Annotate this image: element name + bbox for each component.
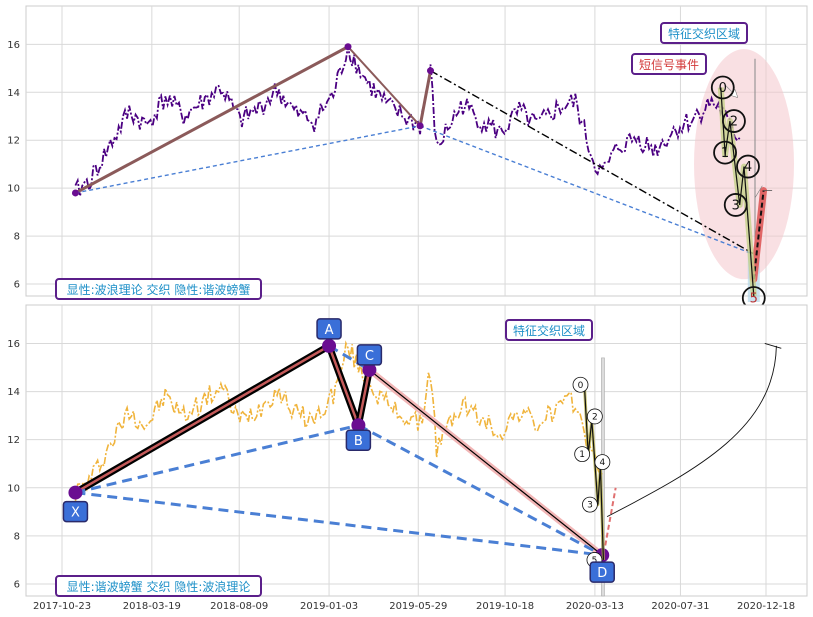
harmonic-label-d: D — [597, 566, 607, 581]
xabcd-leg-xa-inner — [74, 344, 331, 494]
y-tick-label: 6 — [14, 280, 20, 291]
x-tick-label: 2017-10-23 — [33, 601, 91, 612]
feature-region-label-box — [660, 22, 748, 44]
y-tick-label: 6 — [14, 579, 20, 590]
wave-count-marker — [723, 193, 748, 217]
signal-line — [604, 487, 617, 546]
projection-arc — [606, 345, 777, 518]
wave-count-label: 0 — [719, 81, 727, 96]
projection-xd — [75, 491, 603, 557]
plot-area — [25, 5, 808, 297]
wave-count-marker — [722, 109, 746, 133]
wave-count-label: 3 — [587, 501, 593, 511]
y-tick-label: 14 — [7, 387, 20, 398]
wave-count-marker — [572, 376, 589, 393]
pivot-point — [322, 338, 337, 353]
y-tick-label: 16 — [7, 339, 20, 350]
wave-count-label: 3 — [732, 198, 740, 213]
pivot-point — [344, 43, 352, 51]
pivot-point — [362, 362, 377, 377]
y-tick-label: 8 — [14, 531, 20, 542]
feature-region-label: 特征交织区域 — [668, 26, 740, 41]
signal-line-dash — [752, 190, 765, 280]
legend-label-box — [55, 278, 262, 300]
x-tick-label: 2020-03-13 — [566, 601, 624, 612]
x-tick-label: 2018-08-09 — [210, 601, 268, 612]
harmonic-label-box — [589, 561, 615, 583]
y-tick-label: 10 — [7, 184, 20, 195]
y-tick-label: 10 — [7, 483, 20, 494]
y-tick-label: 16 — [7, 40, 20, 51]
wave-count-label: 5 — [750, 292, 758, 307]
wave-count-label: 2 — [730, 115, 738, 130]
wave-count-marker — [594, 454, 611, 471]
wave-count-label: 2 — [592, 412, 598, 422]
projection-bd — [357, 423, 603, 557]
x-tick-label: 2019-05-29 — [389, 601, 447, 612]
wave-count-marker — [586, 408, 603, 425]
harmonic-label-box — [62, 500, 89, 523]
price-series-line — [74, 45, 741, 197]
harmonic-label-box — [345, 429, 372, 451]
xabcd-leg-cd — [369, 369, 603, 556]
pivot-point — [68, 485, 83, 500]
feature-region-label-box — [505, 319, 593, 341]
legend-label: 显性:谐波螃蟹 交织 隐性:波浪理论 — [67, 579, 251, 594]
wave-count-label: 4 — [600, 458, 606, 468]
wave-count-marker — [736, 154, 760, 179]
pivot-point — [427, 67, 434, 75]
y-tick-label: 8 — [14, 232, 20, 243]
projection-xb — [75, 125, 421, 194]
harmonic-label-c: C — [365, 349, 374, 364]
projection-arc-cap — [764, 343, 782, 349]
y-tick-label: 14 — [7, 88, 20, 99]
wave-count-label: 1 — [721, 146, 729, 161]
projection-xb — [75, 423, 359, 495]
wave-count-label: 4 — [744, 160, 752, 175]
arrow-annotation — [724, 84, 737, 97]
legend-label-box — [55, 575, 262, 597]
feature-region-label: 特征交织区域 — [513, 323, 585, 338]
xabcd-leg-bc-inner — [357, 368, 371, 427]
legend-label: 显性:波浪理论 交织 隐性:谐波螃蟹 — [67, 282, 251, 297]
short-signal-label: 短信号事件 — [639, 58, 699, 72]
y-tick-label: 12 — [7, 136, 20, 147]
harmonic-label-b: B — [354, 434, 363, 449]
wave-leg-xa — [74, 45, 349, 195]
wave-count-label: 5 — [592, 556, 598, 566]
projection-ac — [328, 344, 371, 372]
projection-cd — [430, 70, 757, 256]
wave-leg-ab — [347, 46, 421, 127]
harmonic-label-box — [316, 318, 342, 340]
short-signal-label-box — [631, 53, 707, 75]
wave-leg-bc — [418, 70, 432, 127]
x-tick-label: 2020-07-31 — [651, 601, 709, 612]
wave-count-label: 0 — [578, 381, 584, 391]
wave-count-label: 1 — [579, 450, 585, 460]
xabcd-leg-ab-inner — [327, 344, 360, 427]
y-tick-label: 12 — [7, 435, 20, 446]
wave-count-marker — [710, 75, 735, 100]
harmonic-label-x: X — [71, 506, 80, 521]
pivot-point — [71, 189, 79, 197]
x-tick-label: 2019-10-18 — [476, 601, 534, 612]
wave-count-marker — [582, 496, 598, 513]
harmonic-label-a: A — [325, 323, 334, 338]
harmonic-label-box — [356, 344, 383, 366]
plot-area — [25, 304, 808, 597]
signal-thin — [754, 185, 763, 198]
pivot-point — [351, 418, 366, 433]
wave-count-marker — [713, 140, 737, 165]
wave-count-marker — [574, 446, 591, 463]
wave-count-line — [720, 87, 755, 297]
x-tick-label: 2020-12-18 — [737, 601, 795, 612]
pivot-point — [416, 122, 424, 130]
x-tick-label: 2019-01-03 — [300, 601, 358, 612]
x-tick-label: 2018-03-19 — [123, 601, 181, 612]
